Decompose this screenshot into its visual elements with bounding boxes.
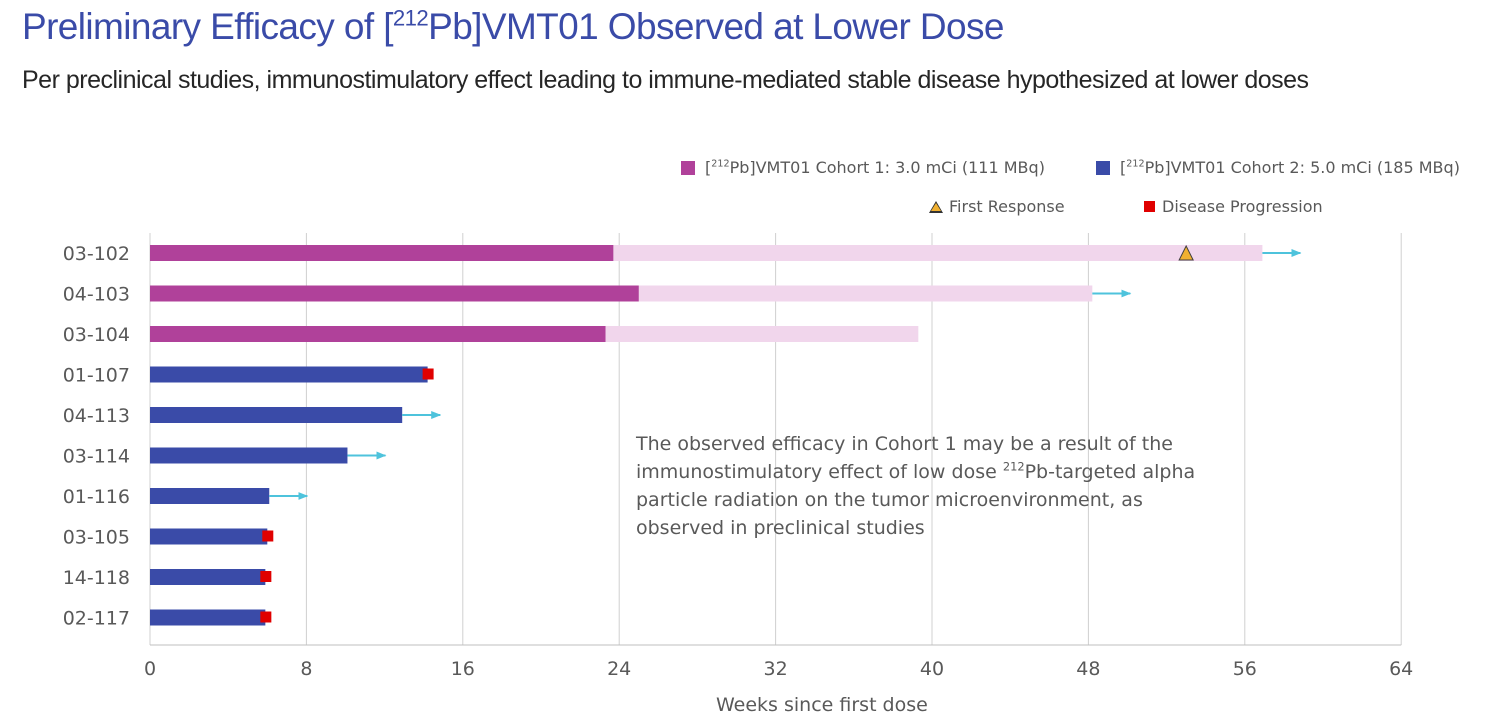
legend-cohort2-label: [212Pb]VMT01 Cohort 2: 5.0 mCi (185 MBq) <box>1120 158 1460 177</box>
bar-treatment <box>150 447 348 464</box>
x-tick-label: 16 <box>451 658 475 680</box>
bar-treatment <box>150 326 606 342</box>
annotation-note: The observed efficacy in Cohort 1 may be… <box>636 433 1196 539</box>
legend-cohort1-label: [212Pb]VMT01 Cohort 1: 3.0 mCi (111 MBq) <box>705 158 1045 177</box>
y-tick-label: 03-114 <box>63 446 130 468</box>
bar-treatment <box>150 245 614 261</box>
x-tick-label: 40 <box>920 658 944 680</box>
x-tick-label: 64 <box>1389 658 1413 680</box>
legend-cohort1-swatch <box>681 160 695 175</box>
y-tick-label: 14-118 <box>63 567 130 589</box>
x-tick-label: 56 <box>1233 658 1257 680</box>
legend-disease-progression-label: Disease Progression <box>1162 197 1323 216</box>
bar-treatment <box>150 488 270 504</box>
bar-treatment <box>150 407 403 423</box>
page-subtitle: Per preclinical studies, immunostimulato… <box>22 66 1309 94</box>
y-tick-label: 04-113 <box>63 405 130 427</box>
bar-treatment <box>150 285 639 302</box>
x-tick-label: 32 <box>764 658 788 680</box>
y-tick-label: 01-116 <box>63 486 130 508</box>
x-tick-label: 24 <box>607 658 631 680</box>
legend-first-response: First Response <box>929 197 1065 216</box>
triangle-icon <box>929 200 943 213</box>
legend-disease-progression: Disease Progression <box>1144 197 1323 216</box>
bar-treatment <box>150 528 268 545</box>
x-tick-label: 0 <box>144 658 156 680</box>
y-tick-label: 03-104 <box>63 324 130 346</box>
bar-treatment <box>150 609 266 626</box>
x-tick-label: 8 <box>300 658 312 680</box>
y-tick-label: 03-105 <box>63 527 130 549</box>
page-title: Preliminary Efficacy of [212Pb]VMT01 Obs… <box>22 5 1004 47</box>
y-tick-label: 03-102 <box>63 243 130 265</box>
square-icon <box>1144 201 1155 212</box>
bar-treatment <box>150 569 266 585</box>
first-response-marker <box>1178 244 1194 261</box>
y-tick-label: 02-117 <box>63 608 130 630</box>
legend-cohort2-swatch <box>1096 160 1110 175</box>
progression-marker <box>260 571 272 582</box>
x-axis-title: Weeks since first dose <box>716 694 928 716</box>
legend-first-response-label: First Response <box>949 197 1065 216</box>
progression-marker <box>262 530 274 542</box>
progression-marker <box>422 368 434 380</box>
legend-cohort2: [212Pb]VMT01 Cohort 2: 5.0 mCi (185 MBq) <box>1096 158 1460 177</box>
bar-treatment <box>150 366 428 383</box>
legend-cohort1: [212Pb]VMT01 Cohort 1: 3.0 mCi (111 MBq) <box>681 158 1045 177</box>
x-tick-label: 48 <box>1076 658 1100 680</box>
progression-marker <box>260 611 272 623</box>
y-tick-label: 01-107 <box>63 365 130 387</box>
y-tick-label: 04-103 <box>63 284 130 306</box>
